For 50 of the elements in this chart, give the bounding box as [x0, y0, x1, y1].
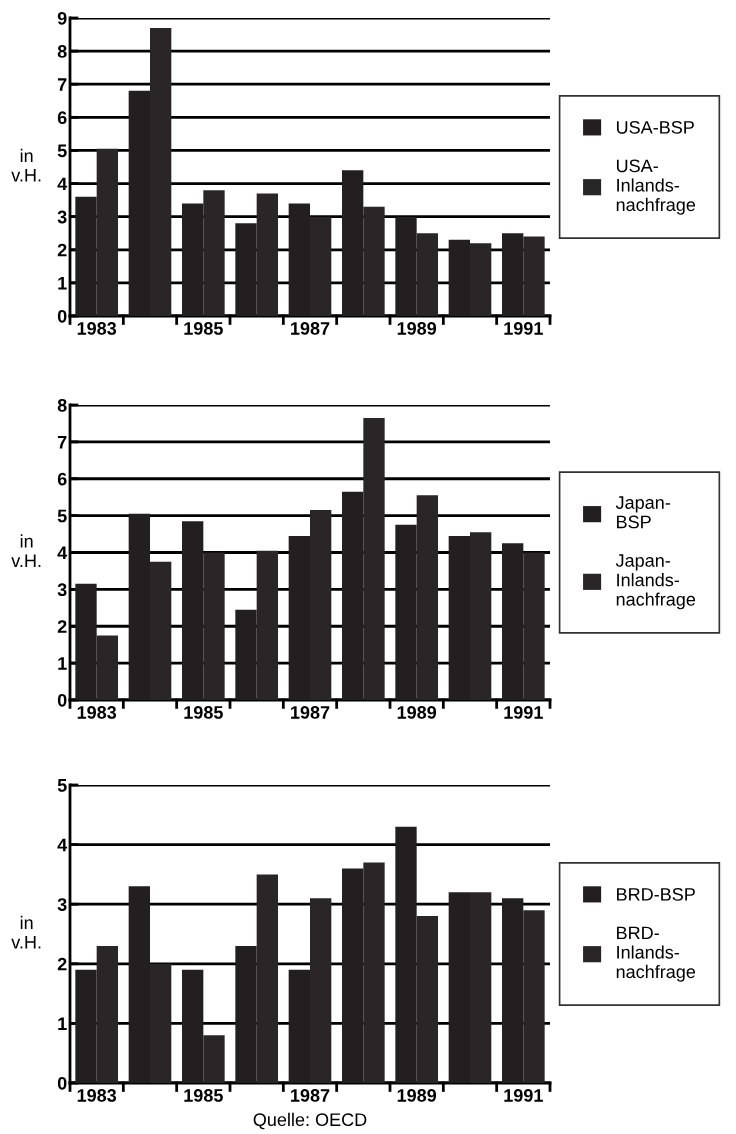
x-tick-label: 1985: [184, 322, 223, 335]
y-tick-label: 7: [57, 436, 67, 449]
x-tick-label: 1985: [184, 1089, 223, 1102]
y-tick-label: 5: [57, 144, 67, 158]
legend-label: BRD-BSP: [617, 887, 695, 901]
x-tick-label: 1989: [397, 1089, 437, 1102]
x-tick-label: 1987: [291, 706, 330, 719]
y-tick-label: 5: [57, 509, 67, 523]
y-tick-label: 3: [57, 210, 67, 224]
x-tick-label: 1987: [291, 322, 330, 335]
y-tick-label: 9: [57, 11, 67, 25]
y-tick-label: 0: [57, 1076, 67, 1090]
y-tick-label: 8: [57, 398, 67, 412]
y-tick-label: 2: [57, 620, 67, 633]
y-tick-label: 4: [57, 546, 68, 560]
x-tick-label: 1987: [291, 1089, 330, 1102]
y-tick-label: 2: [57, 243, 67, 257]
x-tick-label: 1991: [504, 322, 543, 335]
y-tick-label: 2: [57, 957, 67, 971]
y-tick-label: 0: [57, 309, 67, 323]
y-tick-label: 6: [57, 472, 67, 486]
y-tick-label: 5: [57, 779, 67, 792]
x-tick-label: 1983: [77, 322, 117, 335]
y-tick-label: 7: [57, 78, 67, 91]
x-tick-label: 1983: [77, 706, 117, 719]
y-tick-label: 0: [57, 693, 67, 707]
y-tick-label: 3: [57, 583, 67, 597]
y-tick-label: 1: [58, 657, 67, 670]
legend-label: USA-BSP: [616, 120, 694, 134]
y-tick-label: 6: [57, 111, 67, 125]
x-tick-label: 1991: [504, 706, 543, 719]
y-tick-label: 1: [58, 277, 67, 290]
y-axis-title: in v.H.: [11, 534, 41, 567]
y-tick-label: 1: [58, 1017, 67, 1030]
x-tick-label: 1985: [184, 706, 223, 719]
x-tick-label: 1983: [77, 1089, 117, 1102]
legend-label: Japan- BSP: [615, 496, 670, 529]
y-tick-label: 4: [57, 177, 68, 191]
x-tick-label: 1989: [397, 706, 437, 719]
y-tick-label: 8: [57, 45, 67, 58]
x-tick-label: 1989: [397, 322, 437, 335]
y-axis-title: in v.H.: [11, 148, 41, 182]
y-tick-label: 4: [57, 838, 68, 852]
y-axis-title: in v.H.: [11, 915, 41, 949]
legend-label: Japan- Inlands- nachfrage: [615, 554, 696, 610]
x-tick-label: 1991: [504, 1089, 543, 1102]
legend-label: BRD- Inlands- nachfrage: [616, 926, 696, 982]
y-tick-label: 3: [57, 898, 67, 911]
source-note: Quelle: OECD: [253, 1112, 367, 1130]
legend-label: USA- Inlands- nachfrage: [616, 159, 696, 215]
